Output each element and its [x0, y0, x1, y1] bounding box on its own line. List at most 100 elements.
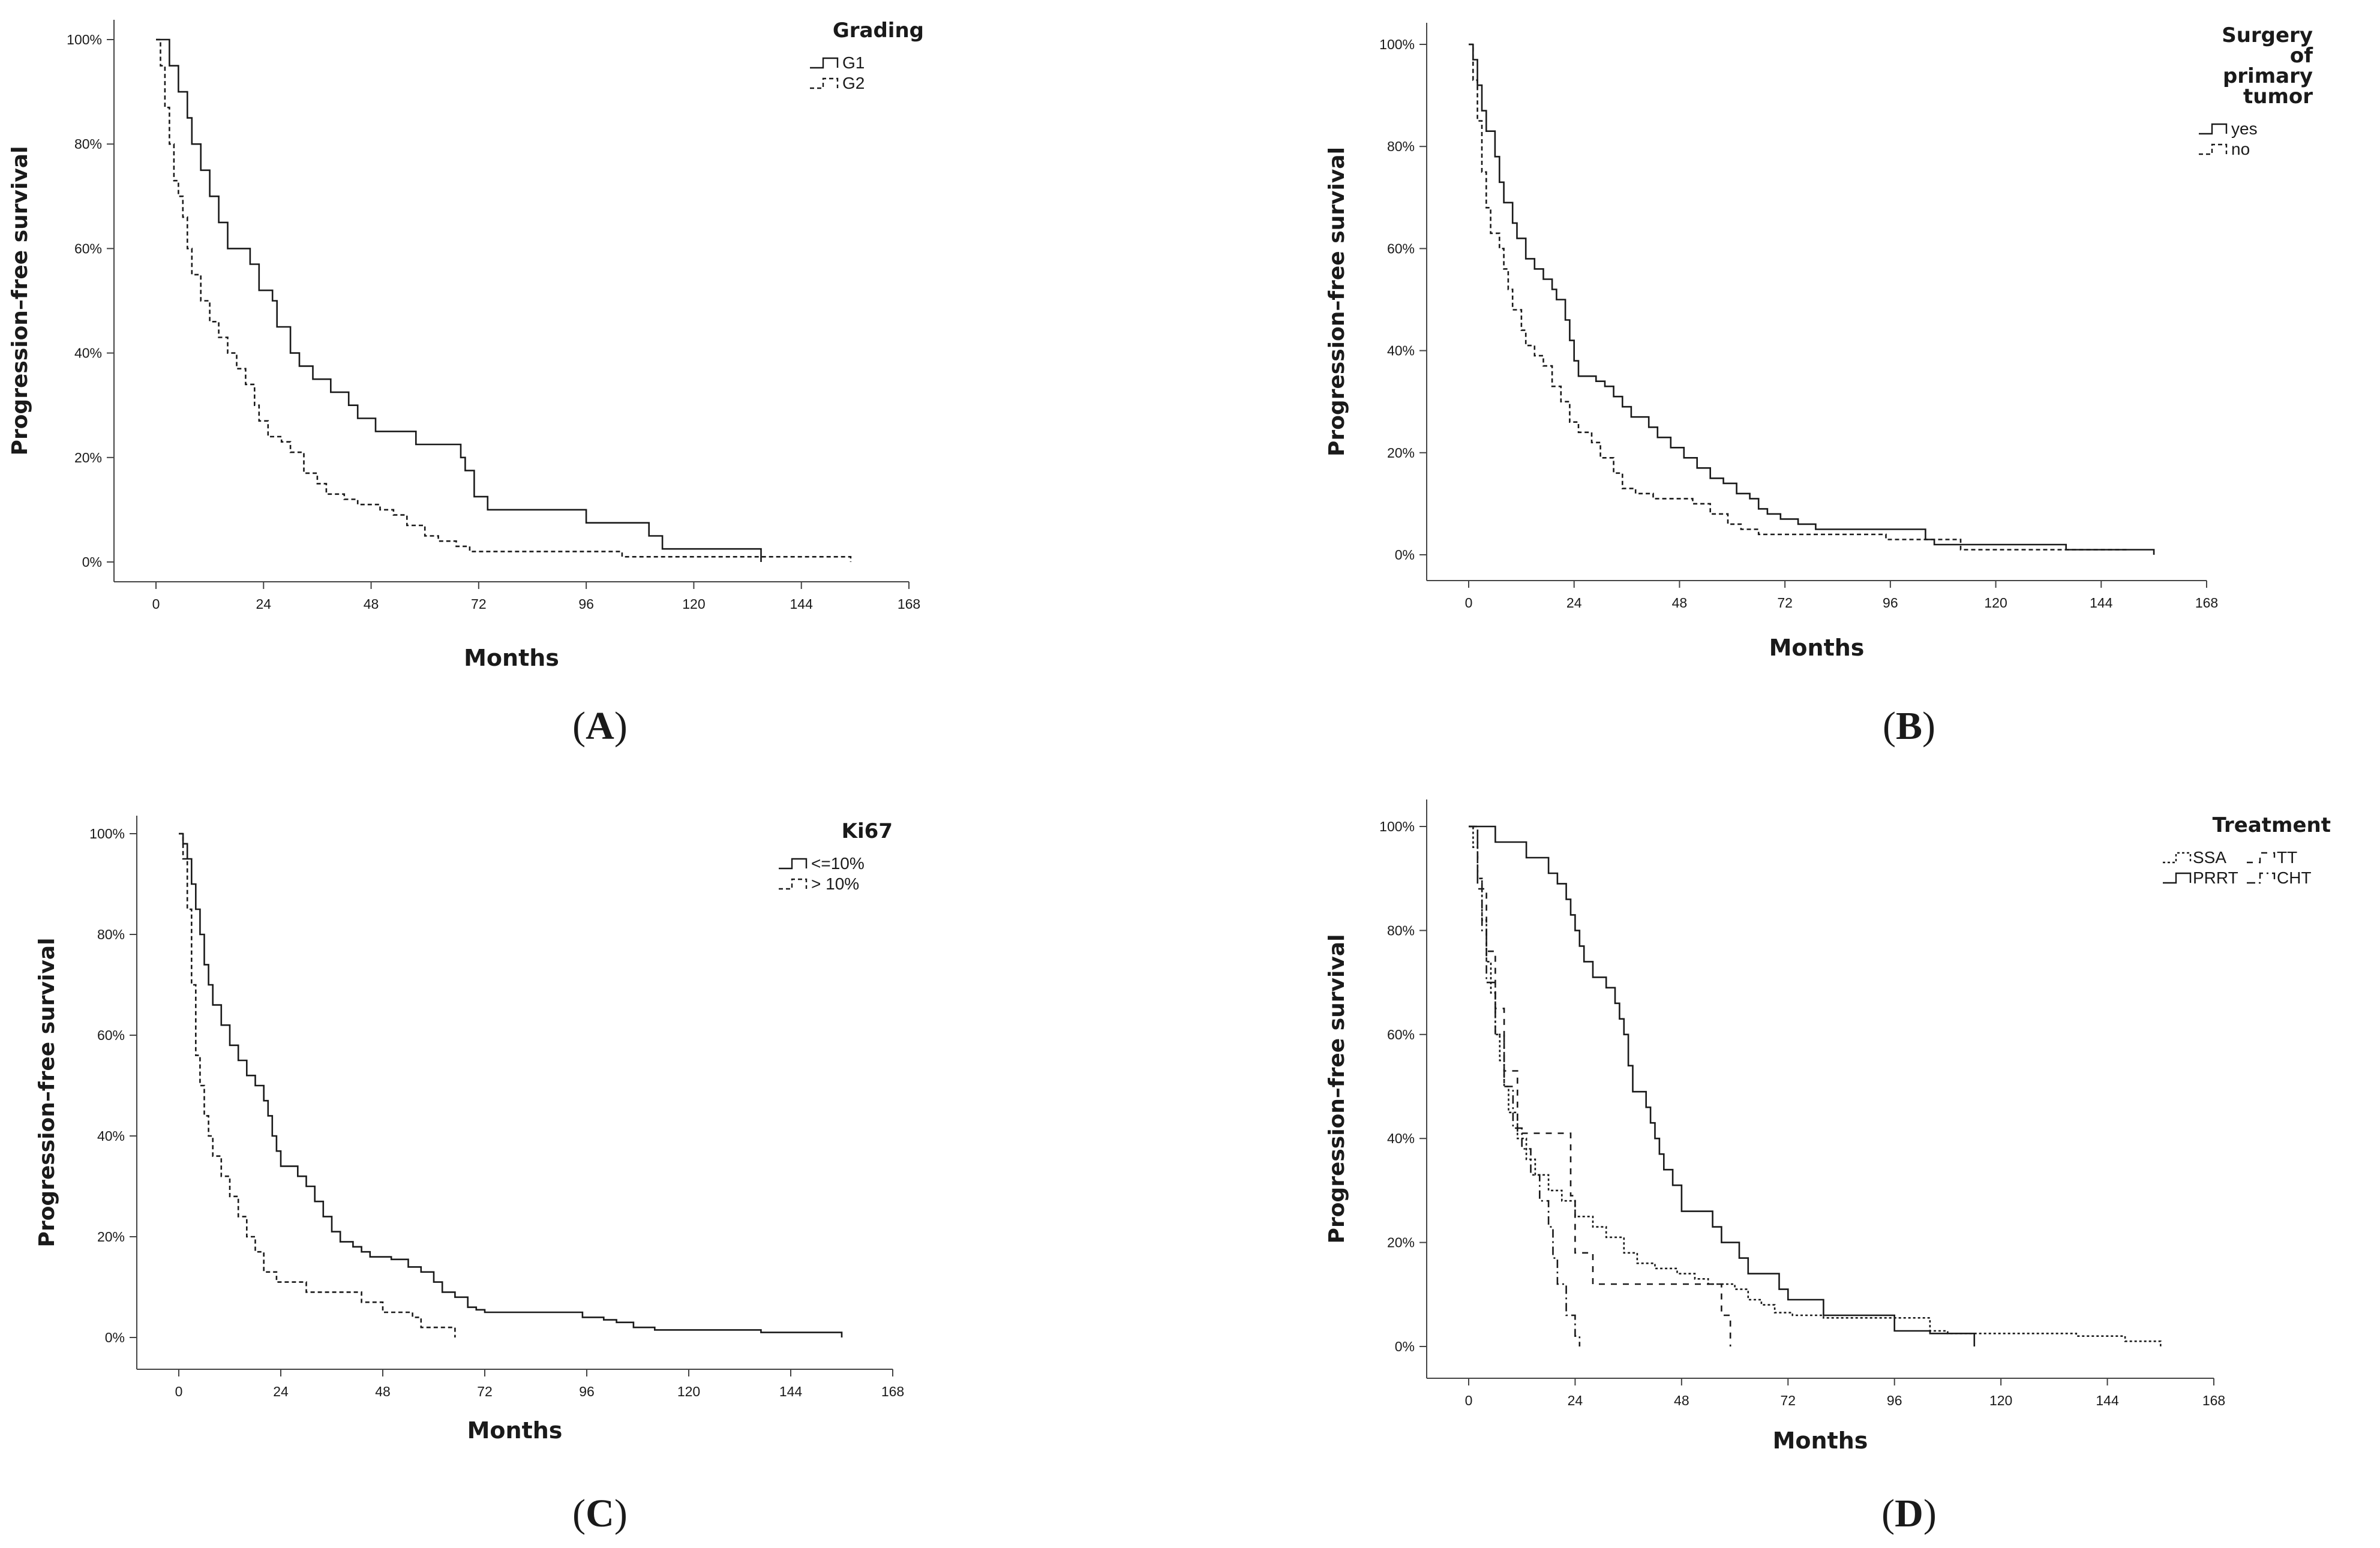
legend-marker-g2: [810, 77, 839, 89]
legend: Treatment SSA TT PRRT CHT: [2163, 813, 2331, 887]
legend-title: Grading: [833, 19, 924, 43]
y-axis-title: Progression–free survival: [1325, 934, 1349, 1244]
x-tick-label: 72: [471, 596, 487, 612]
y-tick-label: 20%: [74, 450, 102, 465]
legend-marker-yes: [2199, 123, 2228, 135]
survival-curve--10-: [179, 832, 456, 1337]
legend-marker--10-: [779, 878, 808, 890]
panel-c: 0 24 48 72 96 120 144 168 0% 20% 40% 60% 80% 100% Mont…: [35, 816, 904, 1444]
legend-label: <=10%: [811, 854, 865, 873]
legend-label: no: [2231, 140, 2250, 158]
legend-title: of: [2290, 44, 2313, 68]
panel-b: 0 24 48 72 96 120 144 168 0% 20% 40% 60% 80% 100% Mont…: [1325, 23, 2313, 661]
x-tick-label: 168: [2195, 595, 2218, 611]
y-tick-label: 20%: [97, 1229, 125, 1245]
y-tick-label: 60%: [74, 241, 102, 256]
x-tick-label: 24: [1566, 595, 1582, 611]
x-tick-label: 168: [2202, 1393, 2225, 1408]
x-tick-label: 96: [579, 1384, 595, 1399]
legend-title: Treatment: [2213, 813, 2331, 837]
legend-marker--10-: [779, 858, 808, 870]
x-tick-label: 24: [1568, 1393, 1583, 1408]
survival-curve-prrt: [1469, 825, 1976, 1346]
legend-label: G1: [842, 53, 865, 72]
legend-marker-g1: [810, 57, 839, 69]
panel-d: 0 24 48 72 96 120 144 168 0% 20% 40% 60% 80% 100% Mont…: [1325, 799, 2331, 1454]
survival-curve-g1: [156, 38, 762, 562]
x-tick-label: 144: [790, 596, 814, 612]
survival-curve-g2: [156, 38, 852, 562]
x-tick-label: 24: [273, 1384, 289, 1399]
legend-title: tumor: [2243, 85, 2313, 109]
x-tick-label: 72: [477, 1384, 493, 1399]
y-tick-label: 40%: [1387, 1131, 1415, 1146]
y-tick-label: 40%: [1387, 343, 1415, 359]
x-tick-label: 0: [152, 596, 160, 612]
y-tick-label: 100%: [1379, 37, 1415, 52]
x-tick-label: 120: [1989, 1393, 2012, 1408]
x-tick-label: 144: [2090, 595, 2113, 611]
panel-a: 0 24 48 72 96 120 144 168 0% 20% 40% 60% 80% 100% Mont…: [8, 19, 924, 671]
panel-label-b: (B): [1883, 704, 1935, 748]
x-tick-label: 120: [1984, 595, 2007, 611]
y-tick-label: 60%: [1387, 241, 1415, 256]
legend-title: Ki67: [842, 819, 893, 843]
x-tick-label: 0: [175, 1384, 183, 1399]
survival-curve-yes: [1469, 43, 2155, 555]
x-tick-label: 144: [779, 1384, 803, 1399]
x-tick-label: 24: [256, 596, 271, 612]
x-tick-label: 120: [677, 1384, 700, 1399]
legend-label: yes: [2231, 119, 2258, 138]
y-tick-label: 100%: [67, 32, 102, 47]
x-tick-label: 168: [898, 596, 920, 612]
panel-label-d: (D): [1881, 1492, 1937, 1535]
x-tick-label: 168: [881, 1384, 904, 1399]
y-tick-label: 60%: [97, 1027, 125, 1043]
y-tick-label: 80%: [1387, 922, 1415, 938]
x-tick-label: 48: [1672, 595, 1688, 611]
legend-label-prrt: PRRT: [2193, 868, 2238, 887]
legend-marker-tt: [2247, 852, 2276, 864]
y-tick-label: 40%: [74, 345, 102, 361]
legend-label: > 10%: [811, 874, 859, 893]
y-tick-label: 20%: [1387, 445, 1415, 461]
x-tick-label: 0: [1465, 1393, 1473, 1408]
x-axis-title: Months: [1769, 635, 1865, 661]
survival-curve-no: [1469, 43, 2128, 551]
legend: Grading G1 G2: [810, 19, 924, 92]
x-tick-label: 96: [1883, 595, 1898, 611]
x-axis-title: Months: [464, 645, 559, 671]
y-axis-title: Progression–free survival: [35, 938, 59, 1248]
x-tick-label: 48: [1674, 1393, 1689, 1408]
x-tick-label: 48: [364, 596, 379, 612]
legend-label-tt: TT: [2277, 848, 2297, 867]
y-tick-label: 80%: [97, 927, 125, 942]
legend-label-ssa: SSA: [2193, 848, 2226, 867]
y-tick-label: 100%: [89, 826, 125, 841]
y-tick-label: 100%: [1379, 819, 1415, 834]
x-tick-label: 96: [1887, 1393, 1902, 1408]
y-tick-label: 80%: [74, 136, 102, 152]
legend-marker-cht: [2247, 872, 2276, 884]
y-axis-title: Progression–free survival: [1325, 147, 1349, 456]
panel-label-c: (C): [572, 1492, 628, 1535]
y-axis-title: Progression–free survival: [8, 146, 32, 456]
x-tick-label: 72: [1777, 595, 1793, 611]
panel-label-a: (A): [572, 704, 628, 748]
survival-curve-cht: [1469, 825, 1581, 1346]
x-tick-label: 144: [2096, 1393, 2119, 1408]
y-tick-label: 0%: [1395, 547, 1415, 563]
x-tick-label: 120: [682, 596, 705, 612]
legend-marker-no: [2199, 143, 2228, 155]
legend-marker-ssa: [2163, 852, 2192, 864]
survival-curve--10-: [179, 832, 843, 1337]
y-tick-label: 60%: [1387, 1027, 1415, 1042]
legend-label-cht: CHT: [2277, 868, 2312, 887]
y-tick-label: 20%: [1387, 1235, 1415, 1251]
legend-marker-prrt: [2163, 872, 2192, 884]
x-tick-label: 48: [375, 1384, 391, 1399]
legend-title: primary: [2223, 64, 2313, 88]
x-tick-label: 72: [1780, 1393, 1796, 1408]
